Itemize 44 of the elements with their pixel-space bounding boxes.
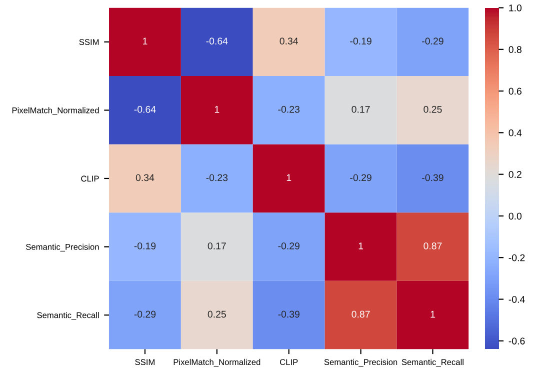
data-label: -0.29 bbox=[278, 242, 300, 250]
data-label: -0.23 bbox=[278, 106, 300, 113]
data-label: -0.64 bbox=[134, 106, 156, 113]
data-label: 0.34 bbox=[280, 38, 298, 45]
data-label: 0.87 bbox=[352, 310, 370, 318]
color-bar-label: -0.4 bbox=[508, 296, 525, 303]
data-label: -0.19 bbox=[134, 242, 156, 250]
color-bar-label: 0.0 bbox=[508, 212, 522, 220]
color-bar-label: 0.6 bbox=[508, 88, 522, 95]
data-label: 1 bbox=[286, 174, 292, 181]
data-label: 1 bbox=[430, 310, 435, 318]
color-bar-label: -0.6 bbox=[508, 338, 525, 344]
data-label: -0.23 bbox=[206, 174, 228, 182]
y-tick-label: Semantic_Precision bbox=[26, 244, 99, 252]
x-tick-label: PixelMatch_Normalized bbox=[174, 358, 260, 367]
data-label: -0.64 bbox=[206, 38, 228, 45]
data-label: 0.25 bbox=[424, 106, 442, 113]
data-label: -0.29 bbox=[350, 174, 372, 182]
data-label: -0.19 bbox=[350, 38, 372, 45]
x-tick-label: Semantic_Recall bbox=[402, 358, 464, 367]
data-label: -0.29 bbox=[134, 310, 156, 318]
color-bar-label: -0.2 bbox=[508, 254, 525, 262]
data-label: -0.39 bbox=[422, 174, 444, 182]
data-label: 1 bbox=[214, 106, 220, 113]
data-label: 0.34 bbox=[136, 174, 154, 182]
data-label: 0.17 bbox=[208, 242, 226, 250]
data-label: -0.39 bbox=[278, 310, 300, 318]
data-label: 0.87 bbox=[424, 242, 442, 250]
color-bar-label: 0.2 bbox=[508, 171, 522, 178]
color-bar-label: 1.0 bbox=[509, 4, 522, 12]
y-tick-label: Semantic_Recall bbox=[37, 312, 99, 320]
color-bar-label: 0.8 bbox=[508, 46, 522, 54]
x-tick-label: Semantic_Precision bbox=[324, 358, 398, 367]
y-tick-label: CLIP bbox=[81, 176, 99, 182]
x-tick-label: CLIP bbox=[280, 359, 298, 366]
data-label: 0.17 bbox=[352, 106, 370, 113]
y-tick-label: PixelMatch_Normalized bbox=[12, 107, 99, 115]
y-tick-label: SSIM bbox=[79, 39, 99, 46]
data-label: 0.25 bbox=[208, 310, 226, 318]
color-bar-label: 0.4 bbox=[508, 129, 522, 136]
data-label: 1 bbox=[143, 38, 148, 44]
data-label: -0.29 bbox=[422, 38, 444, 45]
data-label: 1 bbox=[358, 242, 364, 250]
x-tick-label: SSIM bbox=[135, 359, 154, 366]
